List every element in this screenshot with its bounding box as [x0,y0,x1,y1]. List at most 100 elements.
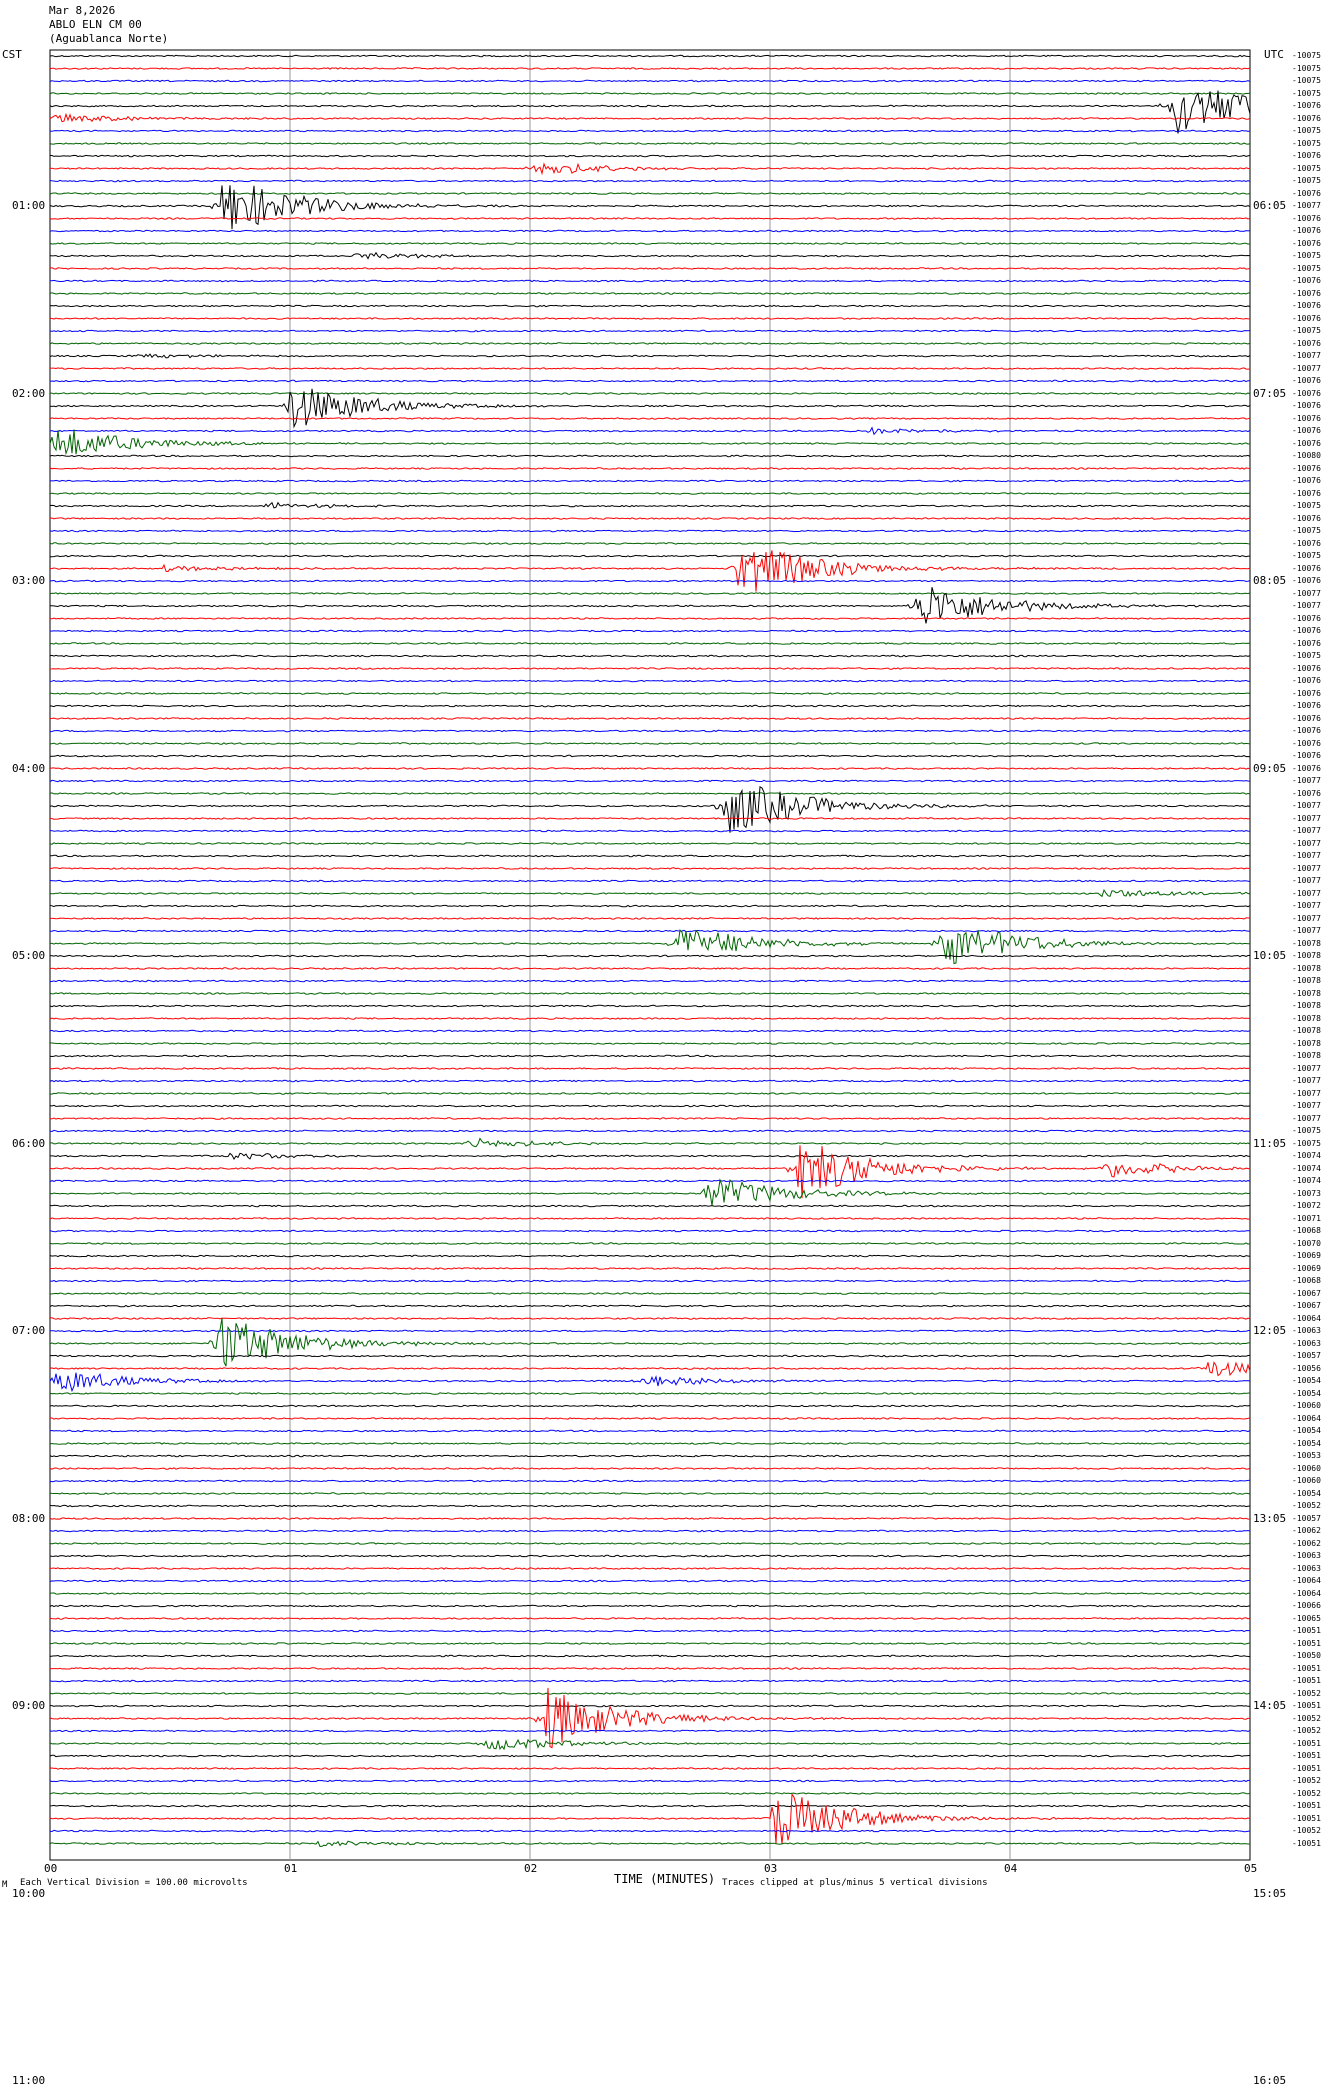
seismic-trace [49,1137,1251,1148]
trace-offset-label: -10076 [1292,563,1321,573]
seismic-trace [49,888,1251,898]
x-tick-label: 04 [1004,1862,1018,1875]
seismic-trace [49,1738,1251,1751]
trace-offset-label: -10050 [1292,1651,1321,1660]
seismic-trace [49,817,1251,820]
seismic-trace [50,617,1251,620]
seismic-trace [49,1554,1251,1558]
seismic-trace [49,1804,1251,1808]
trace-offset-label: -10075 [1292,251,1321,260]
left-hour-label: 08:00 [12,1511,46,1525]
x-axis-label: TIME (MINUTES) [614,1872,716,1886]
seismic-trace [49,1279,1251,1283]
trace-offset-label: -10063 [1292,1563,1321,1573]
trace-offset-label: -10077 [1292,851,1321,860]
seismic-trace [50,1592,1251,1595]
trace-offset-label: -10076 [1292,726,1321,735]
seismic-trace [49,242,1251,245]
trace-offset-label: -10051 [1292,1838,1321,1848]
seismic-trace [49,426,1251,436]
seismic-trace [49,979,1251,983]
seismic-trace [49,1372,1251,1393]
trace-offset-label: -10076 [1292,663,1321,673]
trace-offset-label: -10051 [1292,1626,1321,1635]
seismic-trace [49,251,1251,260]
seismic-trace [49,1079,1251,1083]
trace-offset-label: -10075 [1292,1138,1321,1148]
seismic-trace [49,1029,1251,1033]
trace-offset-label: -10063 [1292,1338,1321,1348]
trace-offset-label: -10077 [1292,1063,1321,1073]
seismic-trace [49,792,1251,795]
trace-offset-label: -10052 [1292,1501,1321,1510]
seismic-trace [49,587,1251,624]
trace-offset-label: -10051 [1292,1763,1321,1773]
trace-offset-label: -10078 [1292,938,1321,948]
trace-offset-label: -10051 [1292,1813,1321,1823]
trace-offset-label: -10063 [1292,1551,1321,1560]
trace-offset-label: -10076 [1292,751,1321,760]
trace-offset-label: -10064 [1292,1576,1321,1585]
seismic-trace [49,1179,1251,1183]
seismic-trace [49,501,1251,509]
seismic-trace [49,1504,1251,1508]
trace-offset-label: -10077 [1292,1113,1321,1123]
trace-offset-label: -10078 [1292,963,1321,973]
seismic-trace [49,342,1251,345]
trace-offset-label: -10074 [1292,1176,1321,1185]
trace-offset-label: -10076 [1292,463,1321,473]
trace-offset-label: -10076 [1292,301,1321,310]
trace-offset-label: -10078 [1292,1038,1321,1048]
trace-offset-label: -10051 [1292,1701,1321,1710]
trace-offset-label: -10077 [1292,588,1321,598]
trace-offset-label: -10052 [1292,1713,1321,1723]
trace-offset-label: -10052 [1292,1726,1321,1735]
left-hour-label: 09:00 [12,1699,46,1712]
seismic-trace [49,1792,1251,1795]
trace-offset-label: -10075 [1292,126,1321,135]
trace-offset-label: -10057 [1292,1513,1321,1523]
seismic-trace [49,192,1251,195]
seismic-trace [49,704,1251,708]
trace-offset-label: -10060 [1292,1463,1321,1473]
trace-offset-label: -10067 [1292,1301,1321,1310]
right-hour-label: 12:05 [1253,1324,1287,1337]
trace-offset-label: -10066 [1292,1601,1321,1610]
trace-offset-label: -10076 [1292,213,1321,223]
seismic-trace [49,1542,1251,1545]
trace-offset-label: -10076 [1292,226,1321,235]
trace-offset-label: -10076 [1292,338,1321,348]
seismic-trace [49,1729,1251,1733]
seismic-trace [49,367,1251,370]
seismic-trace [49,917,1251,920]
right-hour-label: 08:05 [1253,574,1287,587]
trace-offset-label: -10068 [1292,1226,1321,1235]
left-hour-label: 02:00 [12,386,46,400]
seismic-trace [49,1361,1251,1377]
trace-offset-label: -10077 [1292,363,1321,373]
trace-offset-label: -10077 [1292,876,1321,885]
right-hour-label: 11:05 [1253,1136,1287,1150]
seismic-trace [50,392,1251,395]
left-timezone: CST [2,48,22,61]
trace-offset-label: -10054 [1292,1438,1321,1448]
seismic-trace [49,429,1251,456]
trace-offset-label: -10057 [1292,1351,1321,1360]
trace-offset-label: -10051 [1292,1738,1321,1748]
seismic-trace [49,1404,1251,1408]
trace-offset-label: -10076 [1292,626,1321,635]
trace-offset-label: -10060 [1292,1476,1321,1485]
seismic-trace [49,1117,1251,1120]
left-hour-label: 07:00 [12,1324,46,1337]
seismic-trace [49,92,1251,95]
seismic-trace [49,742,1251,745]
seismic-trace [49,1004,1251,1008]
trace-offset-label: -10076 [1292,713,1321,723]
seismic-trace [49,454,1251,458]
right-hour-label: 09:05 [1253,761,1287,775]
trace-offset-label: -10062 [1292,1526,1321,1535]
seismic-trace [49,492,1251,495]
seismic-trace [49,292,1251,295]
trace-offset-label: -10077 [1292,913,1321,923]
trace-offset-label: -10076 [1292,788,1321,798]
